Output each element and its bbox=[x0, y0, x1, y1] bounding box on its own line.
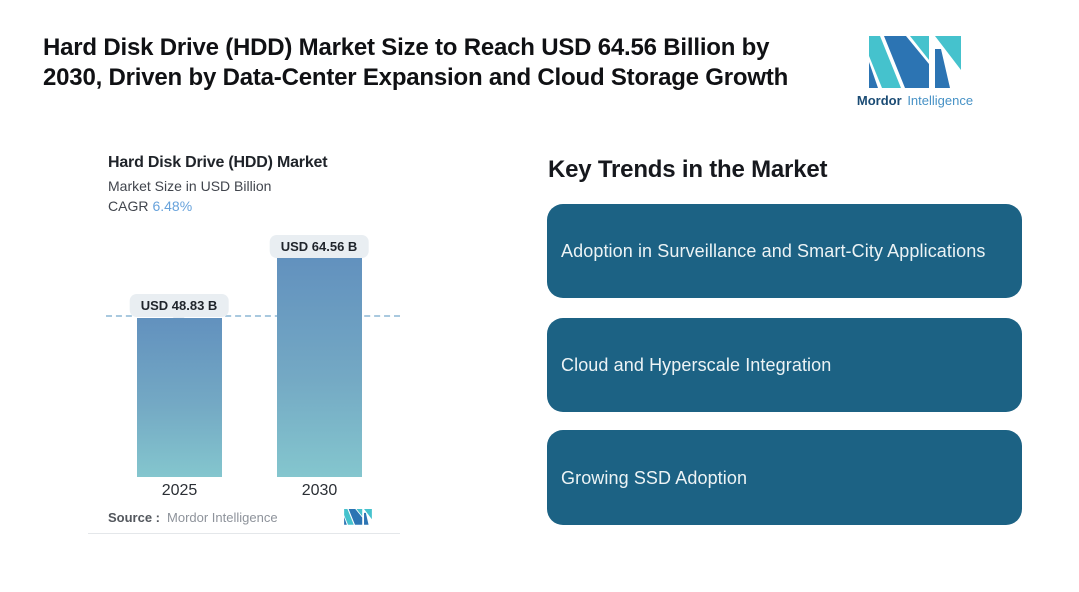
trend-card-ssd-adoption-label: Growing SSD Adoption bbox=[561, 467, 748, 488]
mordor-logo-icon bbox=[869, 36, 961, 88]
x-axis-label-2025: 2025 bbox=[161, 482, 198, 499]
page-title-line1: Hard Disk Drive (HDD) Market Size to Rea… bbox=[43, 34, 770, 61]
mordor-mini-logo-icon bbox=[344, 509, 372, 525]
bar-2030 bbox=[277, 258, 362, 477]
cagr-value: 6.48% bbox=[152, 198, 193, 214]
trend-card-surveillance: Adoption in Surveillance and Smart-City … bbox=[547, 204, 1022, 298]
chart-source-row: Source : Mordor Intelligence bbox=[108, 509, 400, 525]
chart-subtitle: Market Size in USD Billion bbox=[108, 178, 272, 194]
cagr-label: CAGR bbox=[108, 198, 149, 214]
chart-title: Hard Disk Drive (HDD) Market bbox=[108, 154, 328, 171]
chart-cagr: CAGR 6.48% bbox=[108, 198, 192, 214]
key-trends-heading: Key Trends in the Market bbox=[548, 156, 828, 183]
bar-label-2030-text: USD 64.56 B bbox=[269, 235, 369, 258]
bar-label-2025-text: USD 48.83 B bbox=[129, 294, 229, 317]
mordor-intelligence-logo: Mordor Intelligence bbox=[852, 36, 978, 108]
page-title-line2: 2030, Driven by Data-Center Expansion an… bbox=[43, 64, 789, 91]
reference-dashed-line bbox=[106, 315, 400, 317]
trend-card-ssd-adoption: Growing SSD Adoption bbox=[547, 430, 1022, 525]
x-axis-label-2030: 2030 bbox=[301, 482, 338, 499]
trend-card-cloud-hyperscale: Cloud and Hyperscale Integration bbox=[547, 318, 1022, 412]
brand-name-intelligence: Intelligence bbox=[907, 93, 974, 108]
trend-card-cloud-hyperscale-label: Cloud and Hyperscale Integration bbox=[561, 355, 832, 375]
bar-2025 bbox=[137, 318, 222, 477]
chart-bottom-divider bbox=[88, 533, 400, 534]
trend-card-surveillance-label: Adoption in Surveillance and Smart-City … bbox=[561, 241, 986, 261]
brand-wordmark: Mordor Intelligence bbox=[857, 93, 973, 108]
market-size-chart: Hard Disk Drive (HDD) Market Market Size… bbox=[88, 140, 400, 538]
page-title: Hard Disk Drive (HDD) Market Size to Rea… bbox=[43, 33, 853, 93]
brand-name-mordor: Mordor bbox=[856, 93, 902, 108]
source-label: Source : bbox=[108, 509, 161, 525]
source-value: Mordor Intelligence bbox=[167, 509, 278, 525]
